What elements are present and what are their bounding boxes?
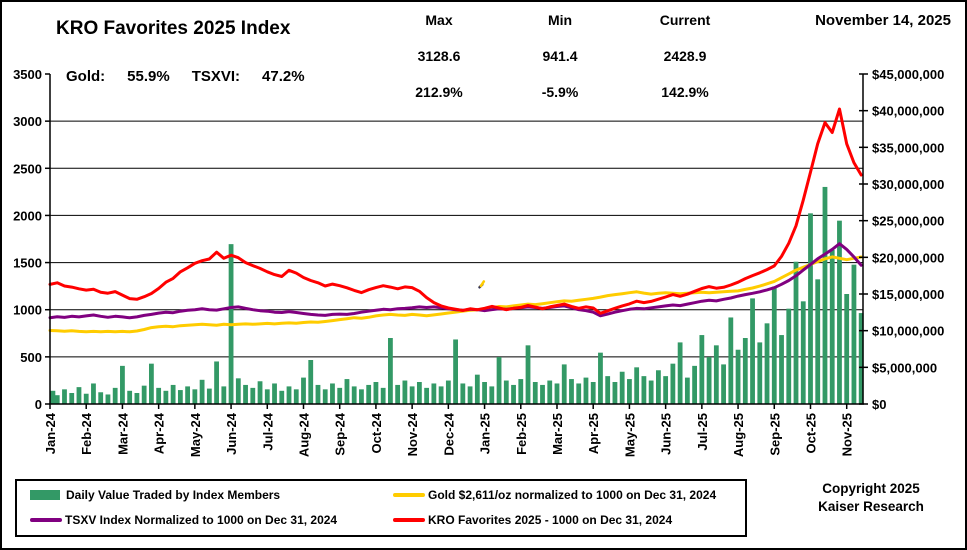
svg-text:Sep-24: Sep-24 xyxy=(333,412,348,455)
svg-text:$40,000,000: $40,000,000 xyxy=(872,104,944,119)
svg-text:$10,000,000: $10,000,000 xyxy=(872,324,944,339)
svg-text:Jan-25: Jan-25 xyxy=(478,413,493,454)
tsxvi-label: TSXVI: xyxy=(191,68,241,85)
legend-box: Daily Value Traded by Index Members Gold… xyxy=(15,479,747,537)
svg-text:$35,000,000: $35,000,000 xyxy=(872,140,944,155)
stat-current-pct: 142.9% xyxy=(661,84,709,100)
svg-text:Mar-25: Mar-25 xyxy=(550,413,565,455)
stat-current-label: Current xyxy=(659,12,711,28)
svg-text:Oct-24: Oct-24 xyxy=(369,412,384,453)
svg-text:Aug-24: Aug-24 xyxy=(296,412,311,457)
svg-text:Mar-24: Mar-24 xyxy=(115,412,130,455)
svg-text:Jun-25: Jun-25 xyxy=(659,413,674,455)
legend-item-volume: Daily Value Traded by Index Members xyxy=(30,488,280,502)
svg-text:2000: 2000 xyxy=(13,208,42,223)
svg-text:Jun-24: Jun-24 xyxy=(224,412,239,455)
svg-text:Nov-25: Nov-25 xyxy=(840,413,855,456)
svg-text:May-25: May-25 xyxy=(622,413,637,457)
tsxv-line-swatch xyxy=(30,518,62,522)
svg-text:$20,000,000: $20,000,000 xyxy=(872,250,944,265)
svg-text:1000: 1000 xyxy=(13,303,42,318)
stat-max-value: 3128.6 xyxy=(417,48,461,64)
svg-text:1500: 1500 xyxy=(13,256,42,271)
svg-text:Jul-24: Jul-24 xyxy=(260,412,275,450)
svg-text:$25,000,000: $25,000,000 xyxy=(872,214,944,229)
stat-min-value: 941.4 xyxy=(542,48,578,64)
svg-text:Feb-24: Feb-24 xyxy=(79,412,94,455)
svg-text:Sep-25: Sep-25 xyxy=(767,413,782,456)
svg-text:Dec-24: Dec-24 xyxy=(441,412,456,455)
legend-label-volume: Daily Value Traded by Index Members xyxy=(66,488,281,502)
svg-text:Jan-24: Jan-24 xyxy=(43,412,58,454)
gold-line-swatch xyxy=(393,493,425,497)
svg-text:3000: 3000 xyxy=(13,114,42,129)
svg-text:$5,000,000: $5,000,000 xyxy=(872,360,937,375)
stat-max-label: Max xyxy=(425,12,453,28)
legend-label-tsxv: TSXV Index Normalized to 1000 on Dec 31,… xyxy=(65,513,338,527)
copyright-notice: Copyright 2025 Kaiser Research xyxy=(790,480,952,516)
gold-value: 55.9% xyxy=(127,68,170,85)
gold-label: Gold: xyxy=(66,68,106,85)
svg-text:Nov-24: Nov-24 xyxy=(405,412,420,456)
svg-text:Jul-25: Jul-25 xyxy=(695,413,710,451)
svg-text:2500: 2500 xyxy=(13,161,42,176)
legend-item-kro: KRO Favorites 2025 - 1000 on Dec 31, 202… xyxy=(393,513,672,527)
svg-text:$30,000,000: $30,000,000 xyxy=(872,177,944,192)
copyright-line2: Kaiser Research xyxy=(818,499,924,515)
svg-text:$0: $0 xyxy=(872,397,886,412)
page-title: KRO Favorites 2025 Index xyxy=(56,18,291,39)
stat-max-pct: 212.9% xyxy=(415,84,463,100)
legend-label-kro: KRO Favorites 2025 - 1000 on Dec 31, 202… xyxy=(428,513,673,527)
stat-current-value: 2428.9 xyxy=(663,48,707,64)
svg-text:$15,000,000: $15,000,000 xyxy=(872,287,944,302)
benchmark-summary: Gold: 55.9% TSXVI: 47.2% xyxy=(66,68,305,85)
svg-text:Apr-24: Apr-24 xyxy=(152,412,167,454)
svg-text:0: 0 xyxy=(35,397,42,412)
stat-min: Min 941.4 -5.9% xyxy=(510,12,610,120)
svg-text:May-24: May-24 xyxy=(188,412,203,457)
svg-text:Apr-25: Apr-25 xyxy=(586,413,601,454)
stat-min-label: Min xyxy=(547,12,573,28)
report-date: November 14, 2025 xyxy=(815,12,951,29)
tsxvi-value: 47.2% xyxy=(262,68,305,85)
svg-text:Oct-25: Oct-25 xyxy=(803,413,818,453)
svg-text:500: 500 xyxy=(20,350,42,365)
svg-text:$45,000,000: $45,000,000 xyxy=(872,67,944,82)
kro-line-swatch xyxy=(393,518,425,522)
svg-text:3500: 3500 xyxy=(13,67,42,82)
copyright-line1: Copyright 2025 xyxy=(822,481,920,496)
stat-min-pct: -5.9% xyxy=(541,84,579,100)
legend-item-tsxv: TSXV Index Normalized to 1000 on Dec 31,… xyxy=(30,513,337,527)
svg-text:Aug-25: Aug-25 xyxy=(731,413,746,457)
legend-item-gold: Gold $2,611/oz normalized to 1000 on Dec… xyxy=(393,488,716,502)
svg-text:Feb-25: Feb-25 xyxy=(514,413,529,455)
stat-current: Current 2428.9 142.9% xyxy=(635,12,735,120)
legend-label-gold: Gold $2,611/oz normalized to 1000 on Dec… xyxy=(428,488,717,502)
stat-max: Max 3128.6 212.9% xyxy=(389,12,489,120)
volume-swatch xyxy=(30,490,60,500)
